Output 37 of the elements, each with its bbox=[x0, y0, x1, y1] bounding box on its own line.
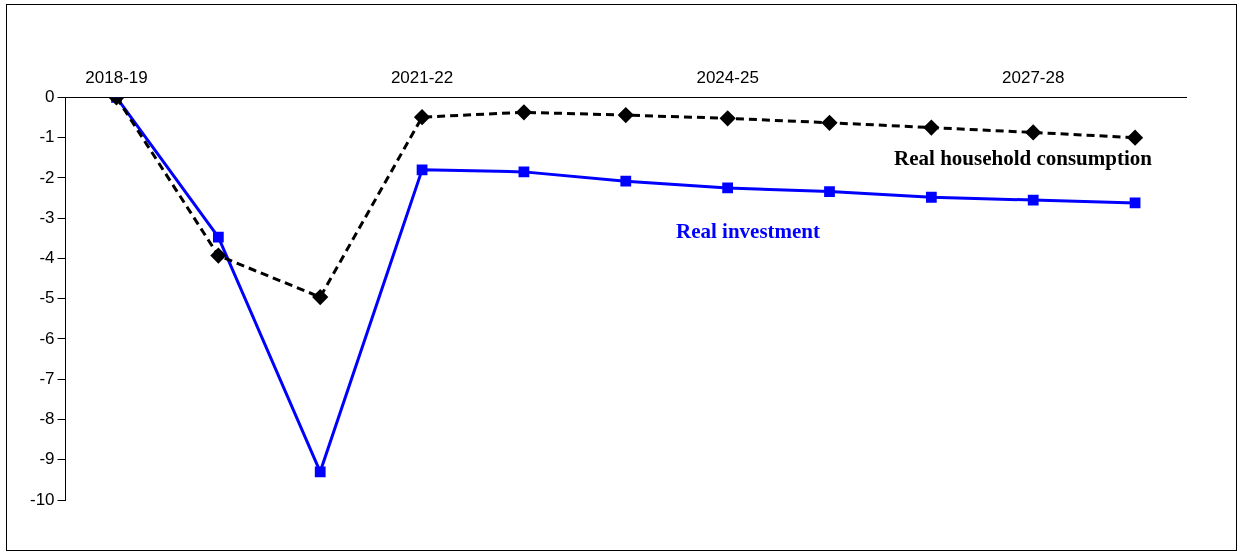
y-tick-label: -10 bbox=[29, 489, 55, 509]
point bbox=[720, 110, 736, 126]
x-tick-label: 2021-22 bbox=[390, 67, 454, 87]
point bbox=[314, 466, 326, 478]
point bbox=[210, 248, 226, 264]
point bbox=[414, 109, 430, 125]
point bbox=[212, 231, 224, 243]
x-tick-label: 2024-25 bbox=[696, 67, 759, 87]
y-tick-label: -5 bbox=[39, 288, 55, 308]
point bbox=[618, 107, 634, 123]
y-tick-label: -4 bbox=[39, 248, 55, 268]
x-tick-label: 2018-19 bbox=[85, 67, 148, 87]
series-label: Real household consumption bbox=[894, 146, 1153, 171]
series-label: Real investment bbox=[675, 219, 821, 244]
y-tick-label: -2 bbox=[39, 167, 55, 187]
point bbox=[1027, 194, 1039, 206]
point bbox=[923, 120, 939, 136]
point bbox=[925, 191, 937, 203]
point bbox=[824, 186, 835, 197]
point bbox=[416, 164, 428, 176]
point bbox=[518, 166, 530, 178]
point bbox=[620, 175, 632, 187]
y-tick-label: -9 bbox=[39, 449, 55, 469]
point bbox=[516, 104, 532, 120]
point bbox=[1129, 197, 1141, 209]
x-tick-label: 2027-28 bbox=[1002, 67, 1065, 87]
y-tick-label: -8 bbox=[39, 409, 55, 429]
point bbox=[312, 289, 328, 305]
y-tick-label: -1 bbox=[39, 127, 55, 147]
point bbox=[722, 182, 734, 194]
y-tick-label: -7 bbox=[39, 368, 55, 388]
y-tick-label: -6 bbox=[39, 328, 55, 348]
y-tick-label: 0 bbox=[45, 87, 55, 107]
y-tick-label: -3 bbox=[39, 207, 55, 227]
point bbox=[1025, 124, 1041, 140]
point bbox=[822, 115, 837, 131]
point bbox=[1127, 130, 1143, 146]
